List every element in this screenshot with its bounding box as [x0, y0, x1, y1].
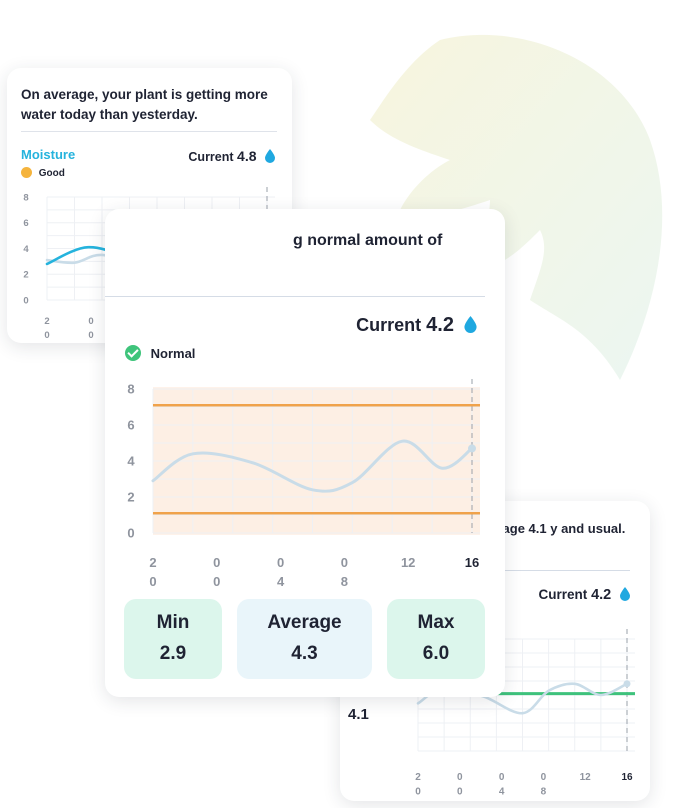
current-reading: Current 4.2 — [539, 587, 630, 603]
current-value: 4.8 — [237, 148, 257, 164]
x-tick-label: 0 — [457, 772, 463, 783]
smile-emoji-icon — [21, 167, 32, 178]
divider — [21, 131, 277, 132]
current-value: 4.2 — [591, 587, 612, 603]
x-tick-label: 0 — [277, 555, 284, 570]
y-tick-label: 4 — [23, 244, 29, 255]
x-tick-label: 0 — [457, 787, 463, 798]
status-text: Normal — [150, 346, 196, 361]
max-stat: Max 6.0 — [387, 599, 485, 679]
x-tick-label: 2 — [44, 316, 49, 327]
stat-value: 4.3 — [291, 643, 318, 664]
x-tick-label: 8 — [541, 787, 547, 798]
x-tick-label: 4 — [277, 574, 285, 589]
series-line — [151, 439, 474, 493]
water-drop-icon — [265, 149, 275, 163]
current-prefix: Current — [538, 587, 588, 602]
current-point — [468, 444, 476, 453]
card-headline: g normal amount of — [293, 232, 443, 249]
status-badge: Normal — [125, 345, 195, 361]
y-tick-label: 0 — [23, 295, 28, 306]
x-tick-label: 0 — [88, 316, 93, 327]
x-tick-label: 0 — [415, 787, 421, 798]
card-headline: On average, your plant is getting more w… — [21, 87, 268, 122]
x-tick-label: 2 — [415, 772, 421, 783]
stat-value: 2.9 — [159, 643, 187, 664]
y-tick-label: 8 — [127, 382, 134, 397]
x-tick-label: 4 — [499, 787, 505, 798]
x-tick-label: 0 — [88, 330, 93, 341]
x-tick-label: 0 — [541, 772, 547, 783]
y-tick-label: 8 — [23, 192, 28, 203]
x-tick-label: 0 — [499, 772, 505, 783]
x-tick-label: 16 — [621, 772, 633, 783]
average-value-label: 4.1 — [348, 706, 369, 723]
check-circle-icon — [125, 345, 141, 361]
y-tick-label: 0 — [127, 526, 134, 541]
min-stat: Min 2.9 — [124, 599, 222, 679]
status-badge: Good — [21, 167, 65, 179]
divider — [105, 296, 485, 297]
x-tick-label: 0 — [213, 574, 220, 589]
stat-label: Average — [267, 612, 342, 633]
water-drop-icon — [620, 587, 630, 601]
x-tick-label: 12 — [580, 772, 592, 783]
x-tick-label: 2 — [149, 555, 156, 570]
y-tick-label: 6 — [23, 218, 28, 229]
x-tick-label: 12 — [401, 555, 415, 570]
stat-value: 6.0 — [422, 643, 450, 664]
y-tick-label: 4 — [127, 454, 135, 469]
current-point — [623, 680, 631, 688]
x-tick-label: 8 — [341, 574, 348, 589]
divider — [460, 570, 630, 571]
y-tick-label: 6 — [127, 418, 134, 433]
stat-label: Min — [156, 612, 190, 633]
current-value: 4.2 — [426, 314, 454, 336]
leaf-background-icon — [370, 34, 663, 380]
x-tick-label: 0 — [213, 555, 220, 570]
stat-label: Max — [417, 612, 455, 633]
current-reading: Current 4.2 — [356, 314, 477, 337]
x-tick-label: 0 — [149, 574, 156, 589]
water-drop-icon — [464, 316, 477, 333]
y-tick-label: 2 — [127, 490, 134, 505]
current-prefix: Current — [356, 315, 422, 335]
x-tick-label: 16 — [465, 555, 479, 570]
average-stat: Average 4.3 — [237, 599, 372, 679]
y-tick-label: 2 — [23, 270, 28, 281]
x-tick-label: 0 — [44, 330, 49, 341]
metric-label[interactable]: Moisture — [21, 147, 76, 162]
current-reading: Current 4.8 — [188, 148, 275, 164]
current-prefix: Current — [188, 150, 234, 164]
status-text: Good — [38, 168, 65, 179]
x-tick-label: 0 — [341, 555, 348, 570]
